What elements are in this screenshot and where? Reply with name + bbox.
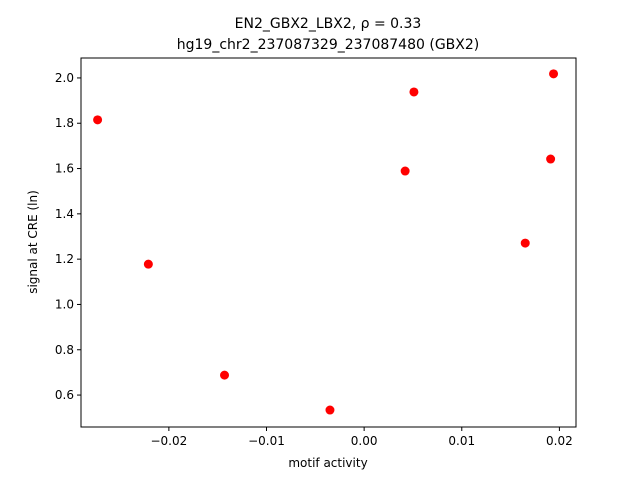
x-tick-label: 0.01 <box>448 434 475 448</box>
y-tick-label: 1.8 <box>55 116 74 130</box>
y-tick-label: 1.2 <box>55 252 74 266</box>
x-tick-label: 0.00 <box>351 434 378 448</box>
chart-subtitle: hg19_chr2_237087329_237087480 (GBX2) <box>177 37 479 53</box>
y-tick-label: 0.6 <box>55 388 74 402</box>
y-tick-label: 1.6 <box>55 162 74 176</box>
point <box>220 370 230 380</box>
y-tick-label: 0.8 <box>55 343 74 357</box>
point <box>143 259 153 269</box>
y-tick-label: 1.4 <box>55 207 74 221</box>
y-tick-label: 2.0 <box>55 71 74 85</box>
chart-title: EN2_GBX2_LBX2, ρ = 0.33 <box>235 16 422 32</box>
x-axis-label: motif activity <box>288 456 367 470</box>
y-tick-label: 1.0 <box>55 297 74 311</box>
point <box>546 154 556 164</box>
point <box>93 115 103 125</box>
x-tick-label: −0.02 <box>150 434 187 448</box>
point <box>520 238 530 248</box>
y-axis-label: signal at CRE (ln) <box>26 190 40 294</box>
point <box>325 405 335 415</box>
point <box>409 87 419 97</box>
point <box>400 166 410 176</box>
plot-frame <box>80 57 577 428</box>
point <box>549 69 559 79</box>
x-tick-label: 0.02 <box>546 434 573 448</box>
x-tick-label: −0.01 <box>248 434 285 448</box>
